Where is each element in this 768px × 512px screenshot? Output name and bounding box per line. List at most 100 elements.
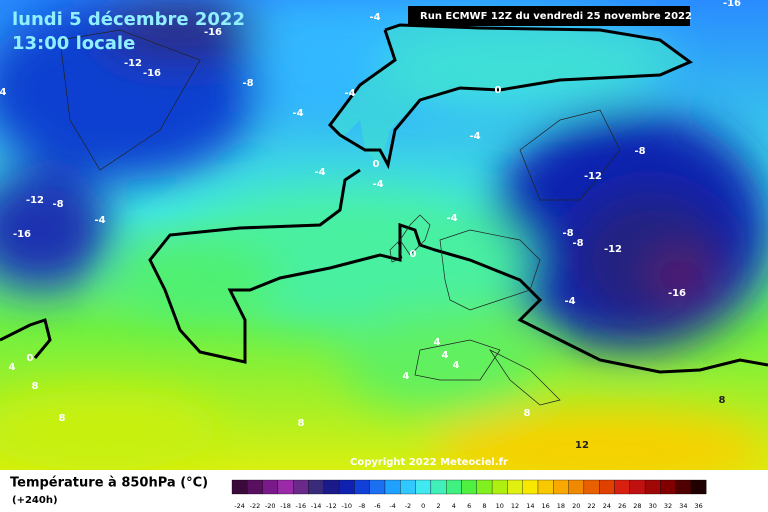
scale-label: -24 <box>234 502 245 510</box>
scale-swatch <box>507 479 523 495</box>
isotherm-label: 12 <box>575 440 589 451</box>
scale-label: 2 <box>436 502 440 510</box>
scale-swatch <box>415 479 432 495</box>
scale-swatch <box>461 479 477 495</box>
isotherm-label: -4 <box>372 179 383 190</box>
scale-swatch <box>644 479 661 495</box>
isotherm-label: -8 <box>634 146 645 157</box>
isotherm-label: 4 <box>434 337 441 348</box>
zero-isotherm <box>0 23 768 374</box>
scale-swatch <box>323 479 340 495</box>
isotherm-label: -4 <box>446 213 457 224</box>
scale-label: 26 <box>618 502 626 510</box>
scale-swatch <box>293 479 309 495</box>
isotherm-label: -4 <box>469 131 480 142</box>
isotherm-label: -16 <box>143 68 161 79</box>
isotherm-labels: -16-12-16-8-4-4 0-4-4-80-4-4-12-12 -8-4-16… <box>0 0 741 451</box>
scale-swatch <box>690 479 707 495</box>
scale-swatch <box>583 479 600 495</box>
isotherm-label: -4 <box>344 88 355 99</box>
scale-swatch <box>354 479 370 495</box>
isotherm-label: -16 <box>668 288 686 299</box>
scale-label: 28 <box>633 502 641 510</box>
scale-label: 24 <box>603 502 611 510</box>
scale-swatch <box>537 479 554 495</box>
isotherm-label: -8 <box>572 238 583 249</box>
isotherm-label: -4 <box>314 167 325 178</box>
scale-label: -4 <box>389 502 395 510</box>
scale-swatch <box>446 479 462 495</box>
scale-label: 30 <box>649 502 657 510</box>
scale-label: 10 <box>496 502 504 510</box>
isotherm-label: 4 <box>0 87 7 98</box>
scale-swatch <box>400 479 416 495</box>
scale-label: -16 <box>296 502 307 510</box>
scale-swatch <box>384 479 401 495</box>
color-scale: -24 -22 -20 -18 -16 -14 -12 -10 -8 -6 -4 -2 0 2 4 6 8 10 1… <box>231 479 707 510</box>
scale-label: 32 <box>664 502 672 510</box>
isotherm-label: 8 <box>59 413 66 424</box>
scale-swatch <box>231 479 248 495</box>
scale-swatch <box>476 479 493 495</box>
scale-swatch <box>247 479 263 495</box>
scale-label: -20 <box>265 502 276 510</box>
isotherm-label: 0 <box>27 353 34 364</box>
isotherm-label: -8 <box>562 228 573 239</box>
isotherm-label: -4 <box>94 215 105 226</box>
isotherm-label: -8 <box>242 78 253 89</box>
isotherm-label: -12 <box>124 58 142 69</box>
scale-swatch <box>522 479 539 495</box>
scale-label: 12 <box>511 502 519 510</box>
scale-label: 36 <box>695 502 703 510</box>
isotherm-label: -12 <box>604 244 622 255</box>
isotherm-label: -4 <box>369 12 380 23</box>
scale-label: 4 <box>452 502 456 510</box>
isotherm-label: -12 <box>584 171 602 182</box>
isotherm-label: 0 <box>495 85 502 96</box>
coastlines <box>59 29 621 406</box>
scale-swatch <box>629 479 646 495</box>
run-box <box>408 6 690 26</box>
scale-label: -14 <box>311 502 322 510</box>
legend-title: Température à 850hPa (°C) <box>10 476 208 491</box>
isotherm-label: -4 <box>292 108 303 119</box>
isotherm-label: 4 <box>403 371 410 382</box>
scale-swatch <box>568 479 585 495</box>
scale-label: -12 <box>326 502 337 510</box>
scale-label: -6 <box>374 502 380 510</box>
isotherm-label: -8 <box>52 199 63 210</box>
scale-label: 22 <box>587 502 595 510</box>
scale-label: 0 <box>421 502 425 510</box>
scale-swatch <box>262 479 279 495</box>
scale-label: 18 <box>557 502 565 510</box>
isotherm-label: 4 <box>9 362 16 373</box>
scale-label: 16 <box>542 502 550 510</box>
isotherm-label: 8 <box>298 418 305 429</box>
isotherm-label: 0 <box>410 249 417 260</box>
date-title: lundi 5 décembre 2022 <box>12 9 245 30</box>
isotherm-label: -12 <box>26 195 44 206</box>
isotherm-label: 4 <box>453 360 460 371</box>
scale-label: 8 <box>482 502 486 510</box>
scale-label: 34 <box>679 502 687 510</box>
scale-swatch <box>599 479 615 495</box>
scale-swatch <box>614 479 630 495</box>
run-info: Run ECMWF 12Z du vendredi 25 novembre 20… <box>420 11 692 22</box>
scale-label: 6 <box>467 502 471 510</box>
scale-label: -22 <box>250 502 261 510</box>
isotherm-label: -16 <box>723 0 741 9</box>
isotherm-label: 0 <box>373 159 380 170</box>
time-title: 13:00 locale <box>12 33 135 54</box>
temperature-field <box>0 0 768 490</box>
isotherm-label: -16 <box>204 27 222 38</box>
isotherm-label: 4 <box>442 350 449 361</box>
scale-swatch <box>553 479 569 495</box>
scale-label: 20 <box>572 502 580 510</box>
scale-swatch <box>675 479 692 495</box>
isotherm-label: 8 <box>524 408 531 419</box>
scale-label: -2 <box>405 502 411 510</box>
isotherm-label: 8 <box>32 381 39 392</box>
scale-swatch <box>430 479 447 495</box>
